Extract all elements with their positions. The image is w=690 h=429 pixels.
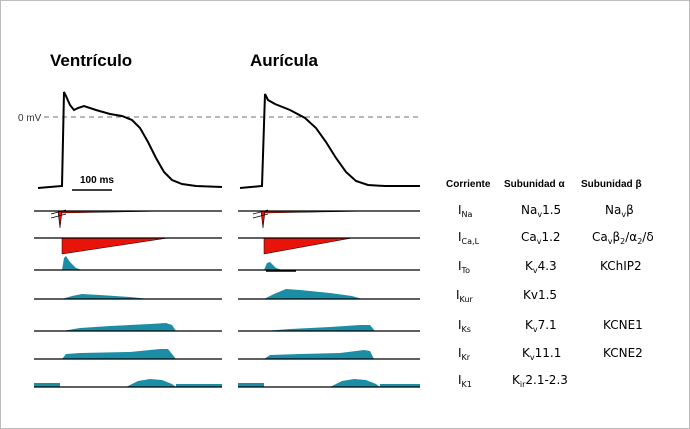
row-iks-current: IKs bbox=[458, 318, 471, 334]
row-ikr-beta: KCNE2 bbox=[603, 346, 643, 360]
current-trace-ik1-ventricle bbox=[34, 379, 222, 388]
row-ito-current: ITo bbox=[458, 259, 470, 275]
header-alpha: Subunidad α bbox=[504, 179, 565, 190]
header-current: Corriente bbox=[446, 179, 491, 190]
header-beta: Subunidad β bbox=[581, 179, 642, 190]
current-trace-ito-ventricle bbox=[34, 256, 222, 271]
current-trace-ikur-ventricle bbox=[34, 294, 222, 300]
row-ical-current: ICa,L bbox=[458, 230, 480, 246]
row-ito-alpha: Kv4.3 bbox=[525, 259, 557, 275]
row-ina-alpha: Nav1.5 bbox=[521, 203, 561, 219]
current-trace-ikur-atrium bbox=[238, 289, 420, 300]
row-ina-beta: Navβ bbox=[605, 203, 634, 219]
current-trace-ito-atrium bbox=[238, 262, 420, 272]
row-ik1-current: IK1 bbox=[458, 373, 472, 389]
current-trace-ik1-atrium bbox=[238, 379, 420, 388]
row-iks-alpha: Kv7.1 bbox=[525, 318, 557, 334]
current-trace-iks-atrium bbox=[238, 325, 420, 332]
row-ikr-current: IKr bbox=[458, 346, 471, 362]
current-trace-ical-atrium bbox=[238, 237, 420, 255]
title-atrium: Aurícula bbox=[250, 51, 319, 70]
current-trace-ical-ventricle bbox=[34, 237, 222, 255]
row-ik1-alpha: Kir2.1-2.3 bbox=[512, 373, 568, 389]
atrium-action-potential bbox=[239, 93, 420, 189]
row-ito-beta: KChIP2 bbox=[600, 259, 642, 273]
row-ikur-alpha: Kv1.5 bbox=[523, 288, 557, 302]
row-ikr-alpha: Kv11.1 bbox=[522, 346, 561, 362]
scale-bar-label: 100 ms bbox=[80, 175, 114, 186]
current-trace-iks-ventricle bbox=[34, 323, 222, 332]
current-trace-ikr-ventricle bbox=[34, 349, 222, 360]
current-trace-ina-atrium bbox=[238, 209, 420, 229]
row-ical-alpha: Cav1.2 bbox=[521, 230, 561, 246]
row-ikur-current: IKur bbox=[456, 288, 473, 304]
row-iks-beta: KCNE1 bbox=[603, 318, 643, 332]
row-ical-beta: Cavβ2/α2/δ bbox=[592, 230, 654, 246]
ventricle-action-potential bbox=[37, 91, 223, 189]
current-trace-ina-ventricle bbox=[34, 209, 222, 229]
row-ina-current: INa bbox=[458, 203, 473, 219]
current-trace-ikr-atrium bbox=[238, 350, 420, 360]
zero-mv-label: 0 mV bbox=[18, 113, 42, 124]
title-ventricle: Ventrículo bbox=[50, 51, 132, 70]
